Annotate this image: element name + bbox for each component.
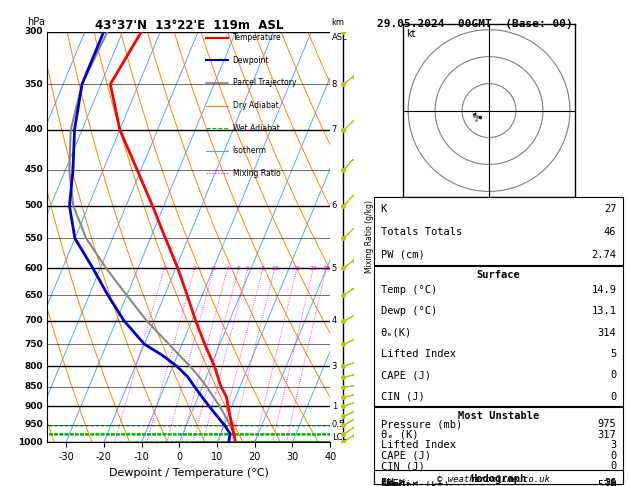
Text: 15: 15 xyxy=(293,265,301,271)
Text: 28: 28 xyxy=(604,479,616,486)
Text: 4: 4 xyxy=(331,316,337,325)
Text: EH: EH xyxy=(381,478,393,486)
Text: Pressure (mb): Pressure (mb) xyxy=(381,419,462,429)
Text: 2: 2 xyxy=(193,265,197,271)
Text: Wet Adiabat: Wet Adiabat xyxy=(233,123,279,133)
Text: CAPE (J): CAPE (J) xyxy=(381,370,430,381)
Text: 3: 3 xyxy=(212,265,216,271)
Text: CIN (J): CIN (J) xyxy=(381,392,425,401)
Text: 27: 27 xyxy=(604,204,616,214)
Text: θₑ (K): θₑ (K) xyxy=(381,430,418,440)
Text: Isotherm: Isotherm xyxy=(233,146,267,155)
Text: Lifted Index: Lifted Index xyxy=(381,349,455,359)
Text: 0: 0 xyxy=(610,451,616,461)
Text: hPa: hPa xyxy=(28,17,45,28)
Text: Surface: Surface xyxy=(477,270,520,280)
Text: Parcel Trajectory: Parcel Trajectory xyxy=(233,78,296,87)
Text: 7: 7 xyxy=(331,125,337,134)
Text: Mixing Ratio (g/kg): Mixing Ratio (g/kg) xyxy=(365,200,374,274)
Text: 8: 8 xyxy=(261,265,265,271)
Text: 1: 1 xyxy=(162,265,166,271)
Text: 450: 450 xyxy=(24,165,43,174)
Text: 2.74: 2.74 xyxy=(591,250,616,260)
Text: 314: 314 xyxy=(598,328,616,338)
Text: 3: 3 xyxy=(610,440,616,450)
Text: StmDir: StmDir xyxy=(381,480,418,486)
Text: kt: kt xyxy=(406,30,416,39)
Text: 29.05.2024  00GMT  (Base: 00): 29.05.2024 00GMT (Base: 00) xyxy=(377,19,573,30)
Text: km: km xyxy=(331,18,345,28)
Text: Totals Totals: Totals Totals xyxy=(381,227,462,237)
Text: 1: 1 xyxy=(331,402,337,411)
Text: 300: 300 xyxy=(25,27,43,36)
Text: 350: 350 xyxy=(25,80,43,88)
Text: 600: 600 xyxy=(25,263,43,273)
Text: SREH: SREH xyxy=(381,479,406,486)
Text: 650: 650 xyxy=(25,291,43,300)
Text: 550: 550 xyxy=(25,234,43,243)
Text: 750: 750 xyxy=(24,340,43,348)
Text: LCL: LCL xyxy=(331,433,347,442)
Text: 400: 400 xyxy=(25,125,43,134)
Text: 900: 900 xyxy=(25,402,43,411)
Text: © weatheronline.co.uk: © weatheronline.co.uk xyxy=(437,474,550,484)
Text: Dry Adiabat: Dry Adiabat xyxy=(233,101,278,110)
Text: 36: 36 xyxy=(604,478,616,486)
Text: 800: 800 xyxy=(25,362,43,371)
Text: 6: 6 xyxy=(331,201,337,210)
Text: 500: 500 xyxy=(25,201,43,210)
Text: θₑ(K): θₑ(K) xyxy=(381,328,412,338)
Text: 975: 975 xyxy=(598,419,616,429)
Text: 20: 20 xyxy=(309,265,317,271)
Text: 6: 6 xyxy=(246,265,250,271)
Title: 43°37'N  13°22'E  119m  ASL: 43°37'N 13°22'E 119m ASL xyxy=(94,18,283,32)
Text: Most Unstable: Most Unstable xyxy=(458,411,539,421)
Text: PW (cm): PW (cm) xyxy=(381,250,425,260)
Text: 46: 46 xyxy=(604,227,616,237)
Text: Lifted Index: Lifted Index xyxy=(381,440,455,450)
Text: 5: 5 xyxy=(237,265,241,271)
Text: 317: 317 xyxy=(598,430,616,440)
Text: 4: 4 xyxy=(226,265,230,271)
Text: 0: 0 xyxy=(610,392,616,401)
Text: 53°: 53° xyxy=(598,480,616,486)
Text: 1000: 1000 xyxy=(18,438,43,447)
Text: CAPE (J): CAPE (J) xyxy=(381,451,430,461)
Text: 0: 0 xyxy=(610,461,616,471)
Text: 10: 10 xyxy=(271,265,279,271)
Text: 0: 0 xyxy=(610,370,616,381)
Text: CIN (J): CIN (J) xyxy=(381,461,425,471)
Text: 3: 3 xyxy=(331,362,337,371)
Text: ASL: ASL xyxy=(331,33,347,42)
Text: Dewpoint: Dewpoint xyxy=(233,56,269,65)
Text: 14.9: 14.9 xyxy=(591,285,616,295)
Text: 5: 5 xyxy=(610,349,616,359)
Text: 700: 700 xyxy=(25,316,43,325)
X-axis label: Dewpoint / Temperature (°C): Dewpoint / Temperature (°C) xyxy=(109,468,269,478)
Text: Temperature: Temperature xyxy=(233,33,281,42)
Text: Hodograph: Hodograph xyxy=(470,474,526,485)
Text: Dewp (°C): Dewp (°C) xyxy=(381,306,437,316)
Text: 13.1: 13.1 xyxy=(591,306,616,316)
Text: StmSpd (kt): StmSpd (kt) xyxy=(381,481,449,486)
Text: 8: 8 xyxy=(331,80,337,88)
Text: 950: 950 xyxy=(24,420,43,429)
Text: 850: 850 xyxy=(25,382,43,391)
Text: 5: 5 xyxy=(331,263,337,273)
Text: 25: 25 xyxy=(323,265,330,271)
Text: Temp (°C): Temp (°C) xyxy=(381,285,437,295)
Text: 0.5: 0.5 xyxy=(331,420,345,429)
Text: 4: 4 xyxy=(610,481,616,486)
Text: Mixing Ratio: Mixing Ratio xyxy=(233,169,281,178)
Text: K: K xyxy=(381,204,387,214)
